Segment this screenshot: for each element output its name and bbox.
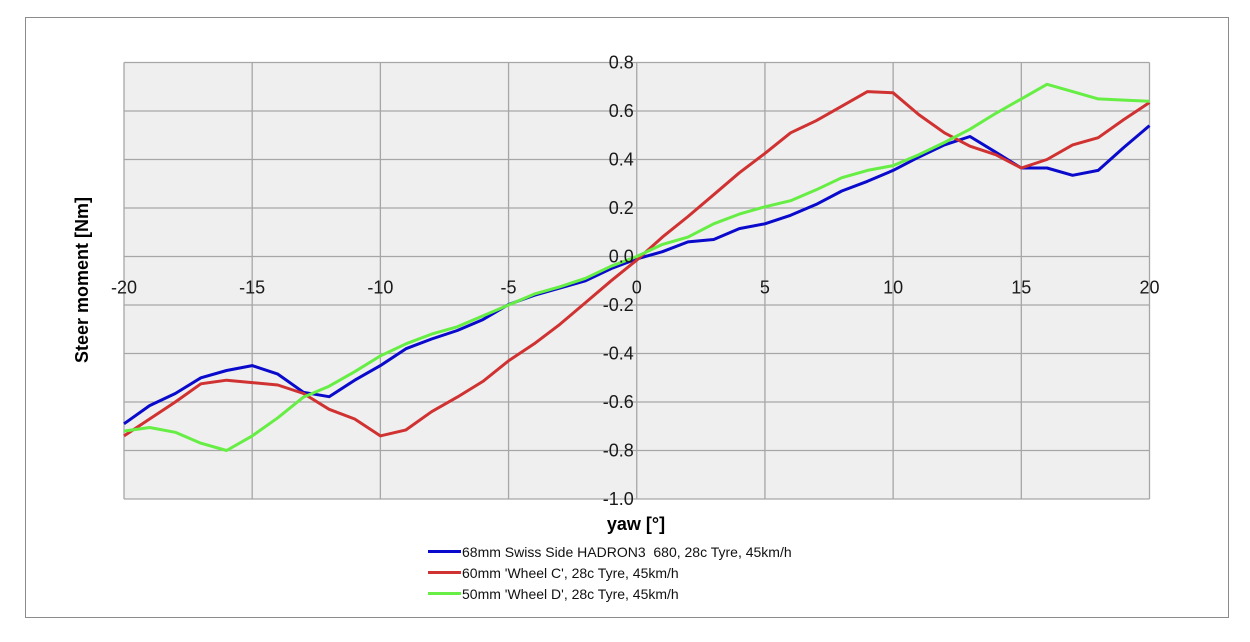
x-tick-label: 10: [883, 278, 903, 298]
legend-swatch-green-line-icon: [428, 592, 461, 595]
legend: 68mm Swiss Side HADRON3 680, 28c Tyre, 4…: [428, 541, 792, 604]
y-tick-label: -0.8: [603, 441, 634, 461]
series-line-1: [123, 90, 1151, 438]
legend-label: 68mm Swiss Side HADRON3 680, 28c Tyre, 4…: [462, 543, 792, 560]
y-tick-label: -0.2: [603, 295, 634, 315]
x-axis-tick-labels: -20 -15 -10 -5 0 5 10 15 20: [111, 278, 1160, 298]
y-tick-label: 0.0: [609, 247, 634, 267]
legend-swatch-red-line-icon: [428, 571, 461, 574]
y-axis-tick-labels: 0.8 0.6 0.4 0.2 0.0 -0.2 -0.4 -0.6 -0.8 -1.0: [603, 53, 634, 510]
x-axis-title: yaw [°]: [607, 514, 665, 534]
y-tick-label: 0.2: [609, 198, 634, 218]
y-tick-label: 0.8: [609, 53, 634, 73]
y-tick-label: -1.0: [603, 489, 634, 509]
y-tick-label: 0.4: [609, 150, 634, 170]
data-series: [123, 82, 1151, 452]
x-tick-label: 20: [1139, 278, 1159, 298]
y-axis-title: Steer moment [Nm]: [72, 197, 92, 363]
legend-label: 60mm 'Wheel C', 28c Tyre, 45km/h: [462, 564, 679, 581]
x-tick-label: -15: [239, 278, 265, 298]
y-tick-label: 0.6: [609, 101, 634, 121]
legend-swatch-blue-line-icon: [428, 550, 461, 553]
x-tick-label: 15: [1011, 278, 1031, 298]
x-tick-label: -10: [367, 278, 393, 298]
gridlines: [123, 61, 1151, 500]
legend-item: 68mm Swiss Side HADRON3 680, 28c Tyre, 4…: [428, 541, 792, 562]
legend-label: 50mm 'Wheel D', 28c Tyre, 45km/h: [462, 585, 679, 602]
legend-item: 50mm 'Wheel D', 28c Tyre, 45km/h: [428, 583, 792, 604]
legend-item: 60mm 'Wheel C', 28c Tyre, 45km/h: [428, 562, 792, 583]
x-tick-label: 0: [632, 278, 642, 298]
x-tick-label: -5: [501, 278, 517, 298]
y-tick-label: -0.4: [603, 344, 634, 364]
series-line-2: [123, 82, 1150, 452]
y-tick-label: -0.6: [603, 392, 634, 412]
x-tick-label: 5: [760, 278, 770, 298]
x-tick-label: -20: [111, 278, 137, 298]
